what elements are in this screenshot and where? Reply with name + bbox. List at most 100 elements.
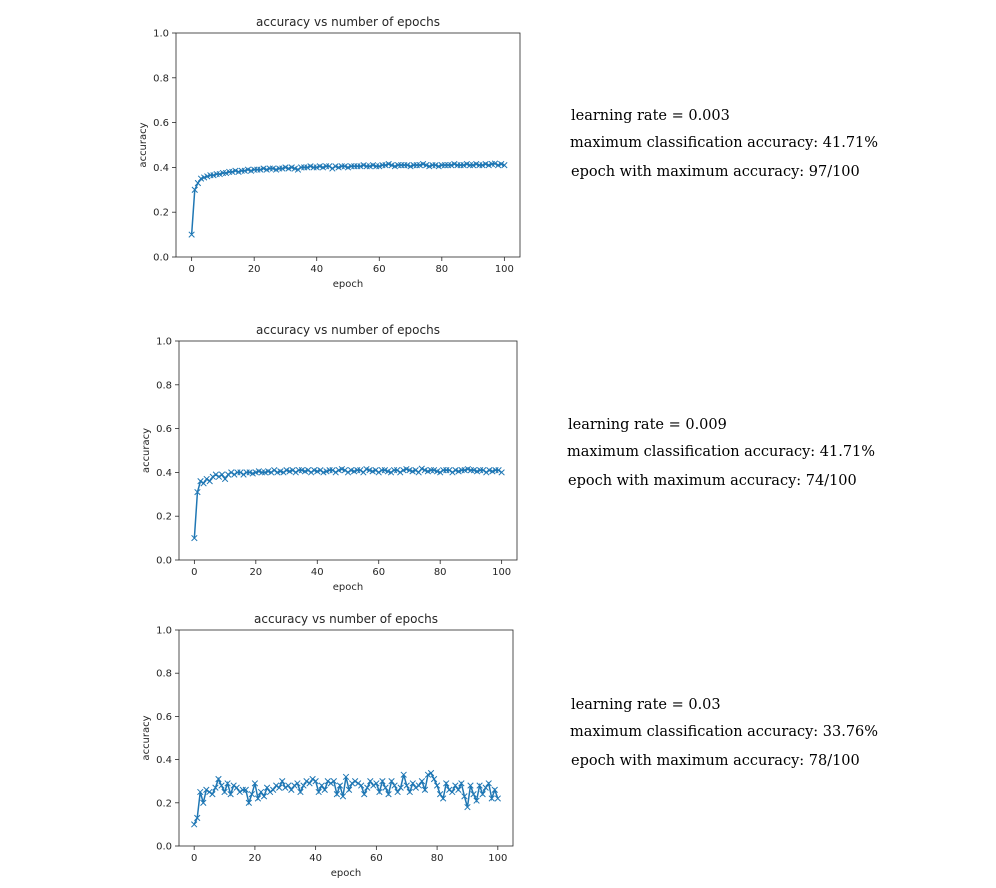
data-point-marker — [463, 160, 470, 168]
y-axis-label: accuracy — [141, 715, 152, 760]
data-point-marker — [495, 467, 502, 474]
data-point-marker — [384, 468, 392, 475]
chart-3-group: accuracy vs number of epochs 0 20 40 60 80 100… — [141, 612, 514, 879]
data-point-marker — [440, 795, 447, 802]
data-point-marker — [194, 179, 202, 187]
best-epoch-text: epoch with maximum accuracy: 74/100 — [568, 473, 857, 489]
data-point-marker — [378, 467, 385, 474]
data-point-marker — [257, 166, 264, 173]
data-point-marker — [449, 469, 456, 476]
data-point-marker — [424, 771, 432, 778]
data-point-marker — [197, 788, 204, 796]
data-point-marker — [298, 467, 306, 474]
data-point-marker — [342, 773, 350, 781]
data-point-marker — [218, 471, 226, 478]
data-point-marker — [227, 791, 234, 798]
data-point-marker — [480, 467, 487, 474]
data-point-marker — [458, 467, 465, 474]
x-tick-label: 40 — [309, 853, 322, 864]
y-tick-label: 0.4 — [153, 163, 169, 174]
y-axis-label: accuracy — [141, 428, 152, 473]
x-axis-label: epoch — [333, 279, 363, 290]
data-point-marker — [251, 780, 259, 787]
data-point-marker — [200, 799, 207, 806]
data-point-marker — [354, 163, 361, 170]
data-point-marker — [473, 468, 481, 475]
data-point-marker — [335, 467, 342, 474]
data-point-marker — [239, 786, 246, 793]
data-point-marker — [191, 534, 198, 542]
data-point-marker — [498, 160, 505, 168]
data-point-marker — [294, 166, 302, 173]
data-point-marker — [206, 788, 213, 796]
data-point-marker — [467, 467, 475, 474]
data-point-marker — [435, 163, 442, 170]
data-point-marker — [327, 780, 334, 787]
y-tick-label: 0.6 — [153, 118, 169, 129]
learning-rate-text: learning rate = 0.003 — [571, 108, 730, 124]
data-point-marker — [241, 167, 248, 174]
data-point-marker — [324, 778, 331, 785]
x-tick-label: 0 — [191, 567, 197, 578]
data-point-marker — [350, 468, 358, 475]
data-point-marker — [464, 465, 471, 473]
data-point-marker — [483, 469, 490, 476]
data-point-marker — [376, 163, 383, 170]
data-point-marker — [479, 791, 486, 798]
data-point-marker — [266, 788, 274, 796]
x-tick-label: 0 — [188, 264, 194, 275]
data-point-marker — [200, 480, 207, 487]
x-tick-label: 20 — [249, 853, 262, 864]
data-point-marker — [375, 469, 382, 476]
y-tick-label: 1.0 — [153, 29, 169, 40]
data-point-marker — [382, 784, 389, 791]
series-line — [193, 772, 499, 825]
data-point-marker — [427, 769, 435, 777]
data-point-marker — [485, 780, 492, 787]
x-tick-label: 100 — [488, 853, 507, 864]
data-point-marker — [452, 782, 459, 789]
data-point-marker — [341, 163, 349, 170]
data-point-marker — [432, 162, 439, 169]
data-point-marker — [269, 165, 277, 172]
data-point-marker — [232, 167, 239, 174]
data-point-marker — [282, 784, 289, 791]
data-point-marker — [492, 467, 499, 474]
data-point-marker — [491, 160, 499, 167]
data-point-marker — [347, 467, 355, 474]
data-point-marker — [320, 469, 327, 476]
data-point-marker — [369, 162, 377, 169]
data-point-marker — [376, 788, 383, 796]
data-point-marker — [494, 162, 502, 169]
data-point-marker — [314, 468, 321, 475]
data-point-marker — [409, 468, 416, 475]
data-point-marker — [397, 784, 404, 791]
chart-2-group: accuracy vs number of epochs 0 20 40 60 80 100… — [141, 323, 518, 593]
data-point-marker — [212, 784, 219, 791]
data-point-marker — [370, 782, 377, 789]
y-tick-label: 0.0 — [156, 842, 172, 853]
data-point-marker — [406, 788, 413, 796]
data-point-marker — [311, 467, 318, 474]
data-point-marker — [379, 162, 386, 169]
data-point-marker — [204, 173, 211, 180]
data-point-marker — [266, 165, 273, 172]
data-point-marker — [455, 786, 462, 793]
data-point-marker — [310, 164, 317, 171]
data-point-marker — [388, 162, 395, 169]
data-point-marker — [369, 468, 376, 475]
data-point-marker — [279, 778, 286, 785]
x-tick-label: 40 — [310, 264, 323, 275]
data-point-marker — [501, 162, 508, 169]
data-point-marker — [219, 169, 227, 177]
data-point-marker — [438, 162, 445, 169]
data-point-marker — [394, 467, 401, 474]
data-point-marker — [233, 784, 240, 791]
data-point-marker — [323, 468, 330, 475]
data-point-marker — [261, 469, 269, 476]
data-point-marker — [430, 467, 438, 474]
data-point-marker — [280, 469, 287, 476]
data-point-marker — [403, 782, 410, 789]
data-point-marker — [200, 174, 208, 181]
data-point-marker — [194, 814, 201, 822]
